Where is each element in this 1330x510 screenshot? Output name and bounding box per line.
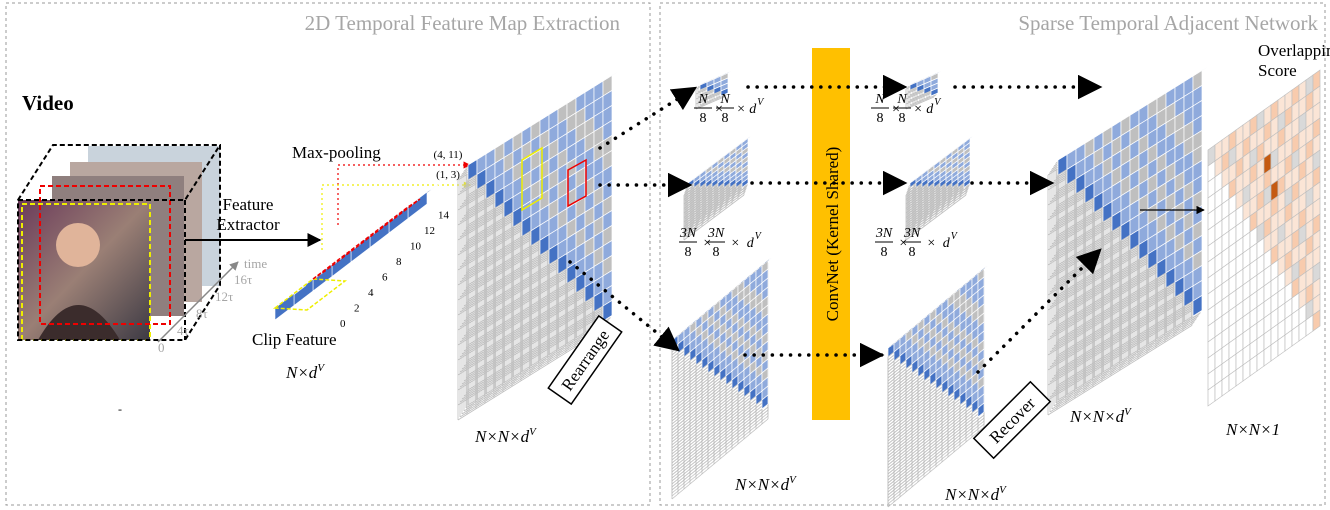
frac-num: N bbox=[719, 92, 730, 107]
frac-den: 8 bbox=[713, 245, 720, 260]
feature-map bbox=[888, 266, 987, 507]
score-label: Overlapping bbox=[1258, 41, 1330, 60]
frac-num: N bbox=[896, 92, 907, 107]
clip-feature-label: Clip Feature bbox=[252, 330, 337, 349]
large-dim: N×N×dV bbox=[734, 474, 797, 494]
max-pooling-label: Max-pooling bbox=[292, 143, 381, 162]
flow-arrow bbox=[978, 250, 1100, 372]
time-tick: 0 bbox=[158, 340, 165, 355]
convnet-label: ConvNet (Kernel Shared) bbox=[823, 147, 842, 322]
frac-den: 8 bbox=[909, 245, 916, 260]
clip-tick: 2 bbox=[354, 303, 360, 315]
times: × bbox=[731, 236, 739, 251]
frac-num: N bbox=[874, 92, 885, 107]
frac-den: 8 bbox=[877, 111, 884, 126]
dim-d: d bbox=[943, 236, 951, 251]
frac-den: 8 bbox=[722, 111, 729, 126]
clip-box-red bbox=[313, 199, 420, 279]
frac-den: 8 bbox=[700, 111, 707, 126]
times: × bbox=[914, 102, 922, 117]
clip-tick: 6 bbox=[382, 272, 388, 284]
dim-d: d bbox=[747, 236, 755, 251]
maps-layer bbox=[275, 67, 1320, 507]
time-tick: 4τ bbox=[177, 323, 189, 338]
flow-arrow bbox=[600, 88, 695, 148]
extractor-line: Feature bbox=[223, 195, 274, 214]
frac-den: 8 bbox=[899, 111, 906, 126]
frac-num: 3N bbox=[875, 226, 893, 241]
dim-sup: V bbox=[951, 231, 959, 242]
dim-d: d bbox=[749, 102, 757, 117]
feature-map bbox=[1208, 70, 1320, 406]
feature-map bbox=[672, 258, 771, 499]
clip-dim: N×dV bbox=[285, 362, 325, 382]
pool-point: (4, 11) bbox=[434, 149, 463, 161]
clip-tick: 4 bbox=[368, 287, 374, 299]
score-label: Score bbox=[1258, 61, 1297, 80]
extractor-line: Extractor bbox=[216, 215, 280, 234]
large-dim: N×N×dV bbox=[944, 484, 1007, 504]
time-tick: 12τ bbox=[215, 289, 233, 304]
feature-map bbox=[906, 136, 973, 240]
clip-tick: 12 bbox=[424, 225, 435, 237]
diagram: 2D Temporal Feature Map Extraction Spars… bbox=[0, 0, 1330, 510]
dim-sup: V bbox=[755, 231, 763, 242]
frac-den: 8 bbox=[685, 245, 692, 260]
clip-tick: 0 bbox=[340, 318, 346, 330]
score-dim: N×N×1 bbox=[1225, 420, 1280, 439]
dim-sup: V bbox=[757, 97, 765, 108]
frac-num: 3N bbox=[707, 226, 725, 241]
video-label: Video bbox=[22, 91, 74, 115]
times: × bbox=[927, 236, 935, 251]
dim-d: d bbox=[926, 102, 934, 117]
out-map-dim: N×N×dV bbox=[1069, 406, 1132, 426]
frac-num: N bbox=[697, 92, 708, 107]
left-title: 2D Temporal Feature Map Extraction bbox=[305, 11, 621, 35]
map-dim: N×N×dV bbox=[474, 426, 537, 446]
pool-point: (1, 3) bbox=[436, 169, 460, 181]
dim-sup: V bbox=[934, 97, 942, 108]
feature-map bbox=[684, 136, 751, 240]
frac-den: 8 bbox=[881, 245, 888, 260]
frac-num: 3N bbox=[679, 226, 697, 241]
right-title: Sparse Temporal Adjacent Network bbox=[1018, 11, 1318, 35]
stray-mark: - bbox=[118, 402, 122, 416]
clip-tick: 10 bbox=[410, 241, 422, 253]
times: × bbox=[737, 102, 745, 117]
feature-map bbox=[1048, 67, 1207, 415]
frac-num: 3N bbox=[903, 226, 921, 241]
clip-tick: 8 bbox=[396, 256, 402, 268]
time-label: time bbox=[244, 256, 267, 271]
clip-tick: 14 bbox=[438, 210, 450, 222]
recover-box: Recover bbox=[974, 382, 1050, 458]
time-tick: 16τ bbox=[234, 272, 252, 287]
time-tick: 8τ bbox=[196, 306, 208, 321]
